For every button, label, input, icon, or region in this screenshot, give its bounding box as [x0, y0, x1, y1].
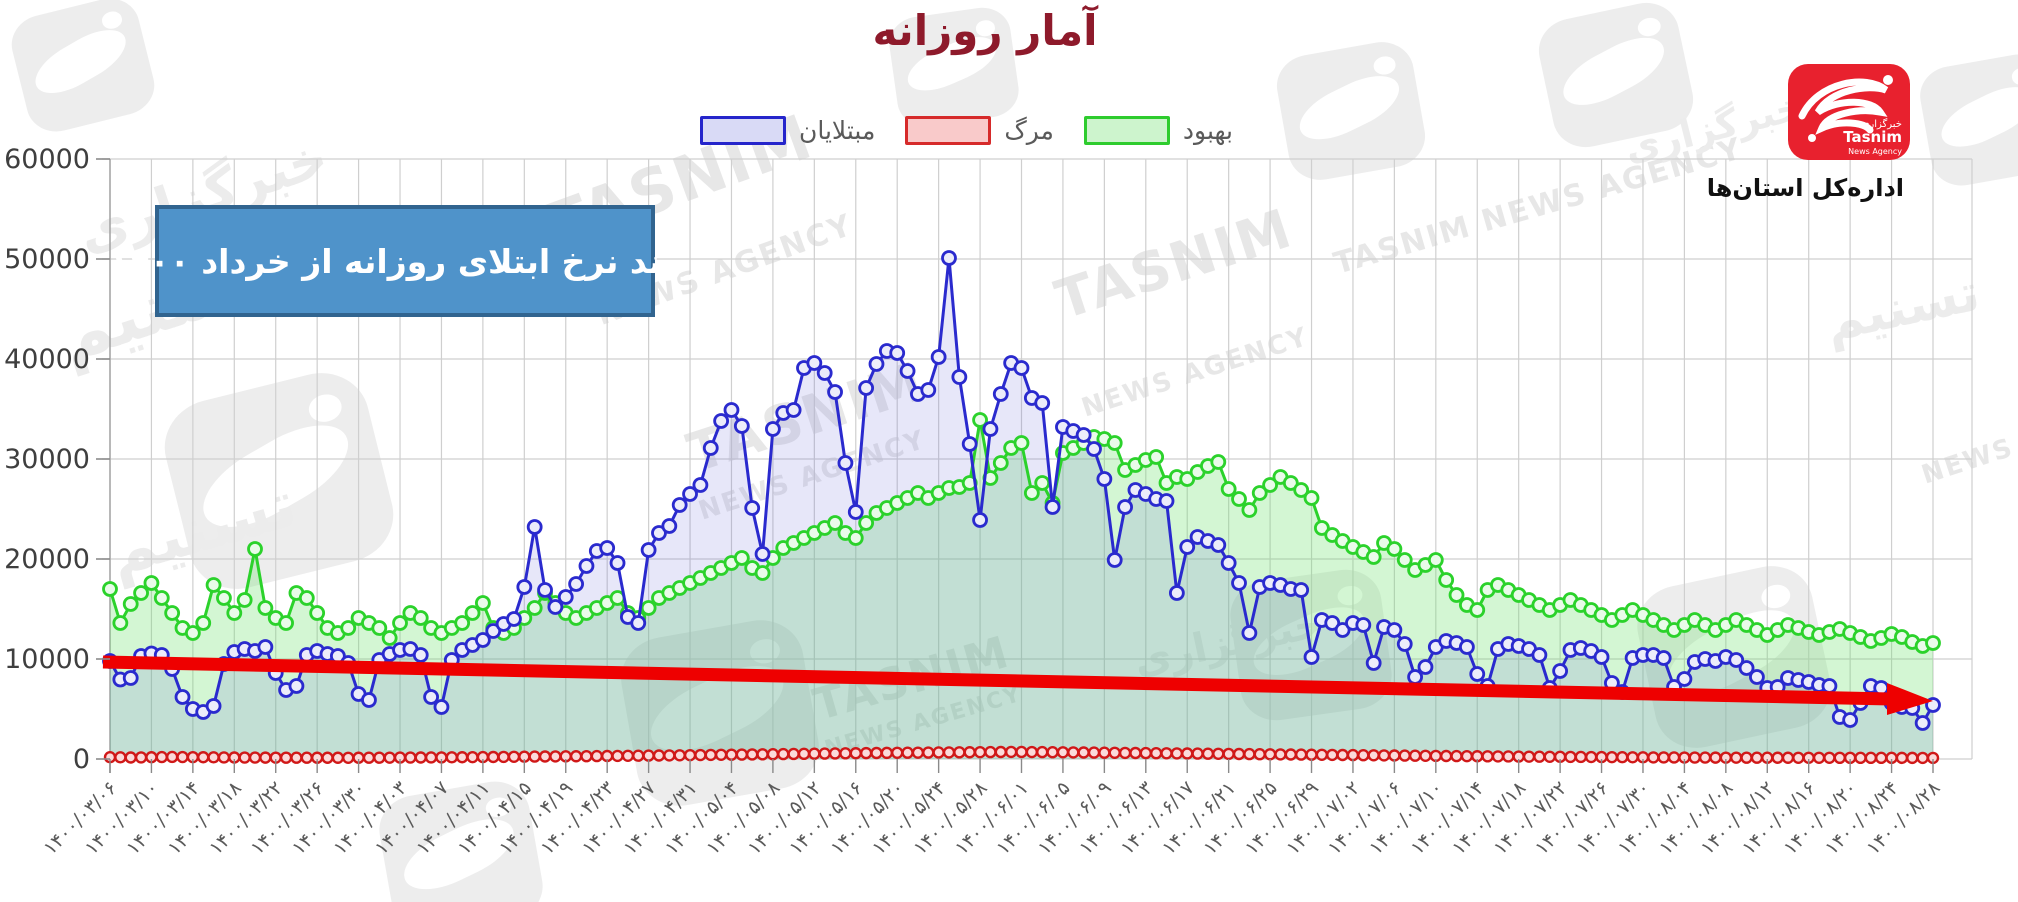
deaths-series [103, 745, 1940, 765]
death-swatch [905, 116, 992, 145]
svg-text:0: 0 [73, 744, 90, 775]
trend-arrow [102, 655, 1933, 715]
department-title: اداره‌کل استان‌ها [1706, 174, 1904, 202]
svg-text:30000: 30000 [4, 444, 90, 475]
infected-series [102, 250, 1941, 731]
svg-text:20000: 20000 [4, 544, 90, 575]
logo-sub-text: News Agency [1848, 147, 1902, 156]
chart-legend: مبتلایان مرگ بهبود [700, 116, 1233, 145]
y-axis-labels: 0 10000 20000 30000 40000 50000 60000 [4, 144, 110, 775]
x-axis-labels: ۱۴۰۰/۰۳/۰۶۱۴۰۰/۰۳/۱۰۱۴۰۰/۰۳/۱۴۱۴۰۰/۰۳/۱۸… [39, 759, 1945, 859]
svg-text:50000: 50000 [4, 244, 90, 275]
page-title: آمار روزانه [872, 6, 1098, 55]
trend-annotation-text: روند نرخ ابتلای روزانه از خرداد ۱۴۰۰ [109, 241, 701, 281]
legend-item-infected: مبتلایان [700, 116, 875, 145]
legend-label-death: مرگ [1004, 116, 1054, 145]
tasnim-logo-icon: خبرگزاری Tasnim News Agency [1788, 64, 1910, 160]
legend-item-recovered: بهبود [1083, 116, 1233, 145]
recovered-swatch [1083, 116, 1170, 145]
logo-en-text: Tasnim [1843, 128, 1902, 146]
trend-annotation-box: روند نرخ ابتلای روزانه از خرداد ۱۴۰۰ [109, 205, 701, 317]
logo-fa-text: خبرگزاری [1861, 119, 1902, 130]
branding-block: خبرگزاری Tasnim News Agency اداره‌کل است… [1707, 64, 1914, 202]
svg-text:10000: 10000 [4, 644, 90, 675]
legend-label-infected: مبتلایان [799, 116, 876, 145]
svg-text:60000: 60000 [4, 144, 90, 175]
legend-label-recovered: بهبود [1182, 116, 1233, 145]
svg-text:40000: 40000 [4, 344, 90, 375]
infected-area [110, 258, 1933, 759]
logo-calligraphy-icon [1798, 75, 1893, 142]
legend-item-death: مرگ [905, 116, 1054, 145]
infected-swatch [700, 116, 786, 145]
